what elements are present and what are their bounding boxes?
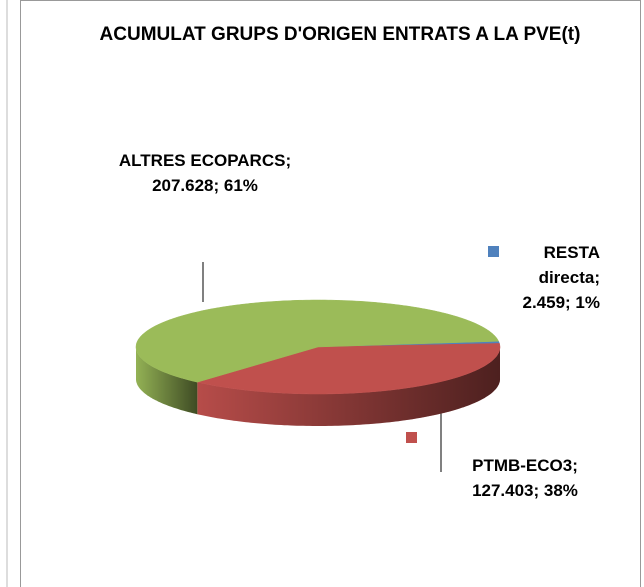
legend-key <box>406 432 417 443</box>
data-label: RESTA directa; 2.459; 1% <box>505 240 601 315</box>
category-label: ALTRES ECOPARCS; <box>118 151 292 170</box>
value-label: 127.403; 38% <box>472 481 578 500</box>
value-label: 207.628; 61% <box>152 176 258 195</box>
data-label: ALTRES ECOPARCS; 207.628; 61% <box>115 148 295 198</box>
category-label: PTMB-ECO3; <box>472 456 578 475</box>
slice-side-shade <box>136 347 198 415</box>
category-label: RESTA directa; <box>538 243 600 287</box>
chart-title: ACUMULAT GRUPS D'ORIGEN ENTRATS A LA PVE… <box>99 24 581 45</box>
data-label: PTMB-ECO3; 127.403; 38% <box>440 453 610 503</box>
chart-border <box>20 0 641 587</box>
legend-key <box>488 246 499 257</box>
value-label: 2.459; 1% <box>522 293 601 312</box>
slice-side-shade <box>197 347 501 426</box>
slice <box>135 299 499 383</box>
slice <box>197 343 501 395</box>
